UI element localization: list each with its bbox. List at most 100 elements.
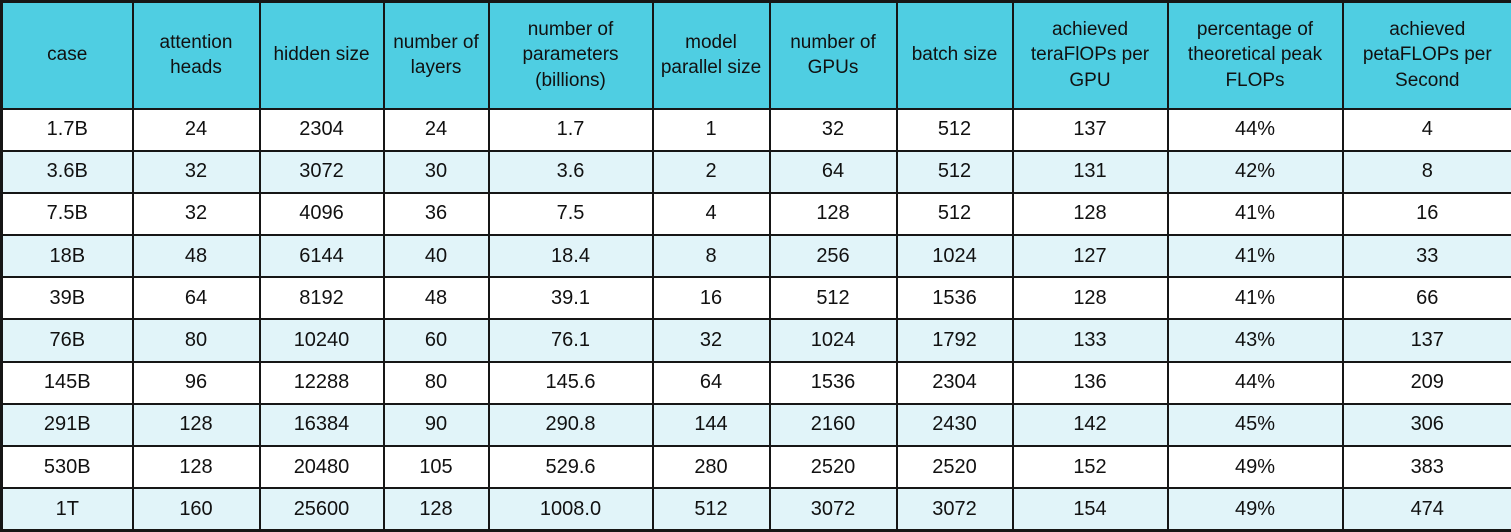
table-row: 1.7B 24 2304 24 1.7 1 32 512 137 44% 4 [0,107,1511,152]
column-header: hidden size [258,0,385,110]
table-cell: 3072 [895,487,1014,532]
table-cell: 7.5B [0,191,134,237]
table-cell: 76.1 [487,318,654,363]
table-cell: 154 [1011,487,1169,532]
table-cell: 136 [1011,360,1169,405]
table-cell: 18.4 [487,234,654,279]
table-cell: 8 [651,234,771,279]
table-cell: 512 [895,149,1014,194]
column-header: achieved teraFlOPs per GPU [1011,0,1169,110]
table-cell: 128 [1011,191,1169,237]
table-cell: 16 [651,276,771,321]
table-cell: 280 [651,444,771,490]
table-cell: 49% [1166,444,1344,490]
table-cell: 48 [131,234,261,279]
table-cell: 60 [382,318,490,363]
table-row: 18B 48 6144 40 18.4 8 256 1024 127 41% 33 [0,234,1511,279]
table-cell: 36 [382,191,490,237]
table-cell: 529.6 [487,444,654,490]
table-cell: 127 [1011,234,1169,279]
table-cell: 2304 [258,107,385,152]
table-cell: 48 [382,276,490,321]
table-cell: 3.6B [0,149,134,194]
table-cell: 2160 [768,402,898,448]
table-cell: 8 [1341,149,1511,194]
table-cell: 10240 [258,318,385,363]
table-cell: 291B [0,402,134,448]
table-cell: 90 [382,402,490,448]
table-cell: 152 [1011,444,1169,490]
column-header: percentage of theoretical peak FLOPs [1166,0,1344,110]
table-row: 76B 80 10240 60 76.1 32 1024 1792 133 43% 137 [0,318,1511,363]
table-cell: 96 [131,360,261,405]
table-cell: 137 [1341,318,1511,363]
table-cell: 20480 [258,444,385,490]
table-cell: 512 [895,107,1014,152]
table-cell: 64 [768,149,898,194]
column-header: achieved petaFLOPs per Second [1341,0,1511,110]
table-cell: 12288 [258,360,385,405]
table-cell: 1 [651,107,771,152]
table-cell: 4 [651,191,771,237]
table-cell: 128 [382,487,490,532]
table-cell: 133 [1011,318,1169,363]
table-cell: 1536 [768,360,898,405]
table-row: 1T 160 25600 128 1008.0 512 3072 3072 154 49% 474 [0,487,1511,532]
table-cell: 16 [1341,191,1511,237]
column-header: attention heads [131,0,261,110]
table-cell: 137 [1011,107,1169,152]
table-cell: 49% [1166,487,1344,532]
table-cell: 2430 [895,402,1014,448]
table-cell: 32 [131,149,261,194]
table-cell: 2 [651,149,771,194]
table-cell: 512 [768,276,898,321]
table-cell: 45% [1166,402,1344,448]
table-cell: 41% [1166,276,1344,321]
table-cell: 24 [131,107,261,152]
table-cell: 16384 [258,402,385,448]
table-cell: 30 [382,149,490,194]
table-row: 145B 96 12288 80 145.6 64 1536 2304 136 44% 209 [0,360,1511,405]
table-cell: 209 [1341,360,1511,405]
table-cell: 39.1 [487,276,654,321]
table-cell: 32 [131,191,261,237]
table-cell: 2520 [768,444,898,490]
column-header: number of parameters (billions) [487,0,654,110]
table-cell: 43% [1166,318,1344,363]
table-cell: 2304 [895,360,1014,405]
table-cell: 1.7 [487,107,654,152]
table-row: 530B 128 20480 105 529.6 280 2520 2520 152 49% 383 [0,444,1511,490]
table-cell: 32 [768,107,898,152]
table-cell: 44% [1166,107,1344,152]
column-header: batch size [895,0,1014,110]
table-cell: 160 [131,487,261,532]
table-row: 7.5B 32 4096 36 7.5 4 128 512 128 41% 16 [0,191,1511,237]
table-cell: 1536 [895,276,1014,321]
table-cell: 41% [1166,234,1344,279]
table-cell: 40 [382,234,490,279]
table-cell: 80 [382,360,490,405]
column-header: model parallel size [651,0,771,110]
table-cell: 474 [1341,487,1511,532]
table-cell: 80 [131,318,261,363]
table-cell: 2520 [895,444,1014,490]
table-cell: 1792 [895,318,1014,363]
table-cell: 42% [1166,149,1344,194]
table-cell: 145B [0,360,134,405]
table-cell: 1024 [895,234,1014,279]
table-cell: 144 [651,402,771,448]
table-cell: 1.7B [0,107,134,152]
table-cell: 512 [895,191,1014,237]
table-cell: 32 [651,318,771,363]
table-cell: 1T [0,487,134,532]
column-header: number of layers [382,0,490,110]
table-cell: 1008.0 [487,487,654,532]
table-row: 39B 64 8192 48 39.1 16 512 1536 128 41% 66 [0,276,1511,321]
table-cell: 64 [651,360,771,405]
table-cell: 512 [651,487,771,532]
table-body: 1.7B 24 2304 24 1.7 1 32 512 137 44% 4 3.6B 32 3072 30… [0,107,1511,532]
table-cell: 7.5 [487,191,654,237]
table-cell: 44% [1166,360,1344,405]
